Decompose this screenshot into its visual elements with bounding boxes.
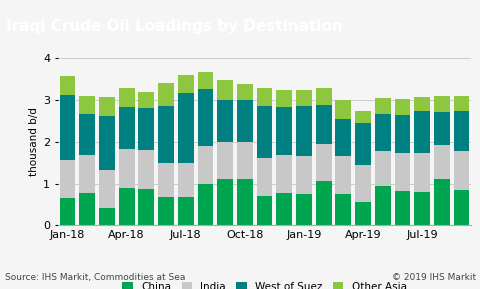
Bar bbox=[197, 184, 213, 225]
Bar bbox=[60, 76, 75, 95]
Bar bbox=[276, 155, 291, 193]
Bar bbox=[315, 105, 331, 144]
Y-axis label: thousand b/d: thousand b/d bbox=[29, 107, 39, 176]
Bar bbox=[354, 165, 370, 202]
Legend: China, India, West of Suez, Other Asia: China, India, West of Suez, Other Asia bbox=[118, 277, 410, 289]
Bar bbox=[217, 142, 232, 179]
Bar bbox=[374, 151, 390, 186]
Bar bbox=[119, 107, 134, 149]
Bar bbox=[99, 208, 115, 225]
Bar bbox=[197, 146, 213, 184]
Bar bbox=[138, 92, 154, 108]
Bar bbox=[296, 156, 311, 194]
Bar bbox=[276, 90, 291, 107]
Bar bbox=[138, 150, 154, 188]
Bar bbox=[413, 112, 429, 153]
Bar bbox=[138, 108, 154, 150]
Bar bbox=[394, 153, 409, 191]
Bar bbox=[315, 181, 331, 225]
Bar bbox=[315, 144, 331, 181]
Bar bbox=[296, 194, 311, 225]
Bar bbox=[413, 192, 429, 225]
Bar bbox=[335, 156, 350, 194]
Bar bbox=[99, 116, 115, 170]
Bar bbox=[354, 123, 370, 165]
Bar bbox=[276, 193, 291, 225]
Bar bbox=[453, 112, 468, 151]
Bar bbox=[158, 163, 174, 197]
Bar bbox=[256, 106, 272, 158]
Bar bbox=[158, 197, 174, 225]
Bar bbox=[433, 145, 449, 179]
Bar bbox=[79, 155, 95, 193]
Bar bbox=[79, 193, 95, 225]
Bar bbox=[119, 149, 134, 188]
Bar bbox=[354, 111, 370, 123]
Bar bbox=[453, 95, 468, 112]
Bar bbox=[79, 95, 95, 114]
Bar bbox=[79, 114, 95, 155]
Bar bbox=[60, 95, 75, 160]
Bar bbox=[99, 170, 115, 208]
Bar bbox=[394, 99, 409, 115]
Bar bbox=[60, 198, 75, 225]
Bar bbox=[433, 112, 449, 145]
Text: Iraqi Crude Oil Loadings by Destination: Iraqi Crude Oil Loadings by Destination bbox=[6, 18, 342, 34]
Bar bbox=[394, 191, 409, 225]
Bar bbox=[237, 100, 252, 142]
Bar bbox=[217, 79, 232, 100]
Bar bbox=[433, 179, 449, 225]
Bar bbox=[217, 100, 232, 142]
Bar bbox=[197, 72, 213, 89]
Bar bbox=[237, 142, 252, 179]
Bar bbox=[433, 96, 449, 112]
Bar bbox=[296, 106, 311, 156]
Bar bbox=[413, 153, 429, 192]
Bar bbox=[413, 97, 429, 112]
Bar bbox=[394, 115, 409, 153]
Bar bbox=[178, 93, 193, 162]
Bar bbox=[138, 188, 154, 225]
Bar bbox=[335, 118, 350, 156]
Bar bbox=[453, 190, 468, 225]
Bar bbox=[60, 160, 75, 198]
Bar bbox=[335, 194, 350, 225]
Bar bbox=[158, 106, 174, 163]
Bar bbox=[453, 151, 468, 190]
Bar bbox=[276, 107, 291, 155]
Bar bbox=[374, 98, 390, 114]
Bar bbox=[217, 179, 232, 225]
Bar bbox=[237, 84, 252, 100]
Text: Source: IHS Markit, Commodities at Sea: Source: IHS Markit, Commodities at Sea bbox=[5, 273, 185, 282]
Bar bbox=[178, 75, 193, 93]
Bar bbox=[256, 158, 272, 196]
Bar bbox=[237, 179, 252, 225]
Bar bbox=[315, 88, 331, 105]
Bar bbox=[374, 114, 390, 151]
Bar bbox=[158, 83, 174, 106]
Bar bbox=[335, 100, 350, 118]
Bar bbox=[119, 188, 134, 225]
Bar bbox=[178, 162, 193, 197]
Bar bbox=[374, 186, 390, 225]
Bar bbox=[256, 196, 272, 225]
Text: © 2019 IHS Markit: © 2019 IHS Markit bbox=[391, 273, 475, 282]
Bar bbox=[354, 202, 370, 225]
Bar bbox=[296, 90, 311, 106]
Bar bbox=[119, 88, 134, 107]
Bar bbox=[99, 97, 115, 116]
Bar bbox=[178, 197, 193, 225]
Bar bbox=[256, 88, 272, 106]
Bar bbox=[197, 89, 213, 146]
